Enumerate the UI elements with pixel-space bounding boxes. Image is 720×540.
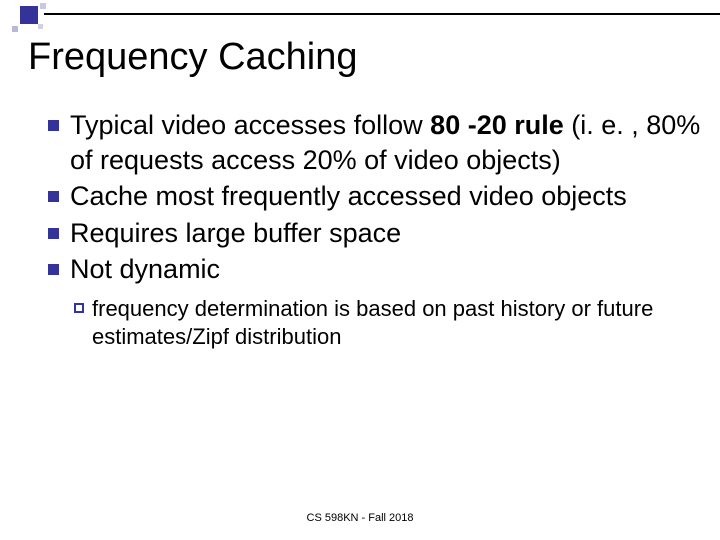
text-plain: frequency bbox=[92, 296, 195, 321]
bullet-text: Requires large buffer space bbox=[70, 216, 714, 251]
text-plain: Cache most frequently accessed video obj… bbox=[70, 181, 627, 211]
square-bullet-icon bbox=[48, 120, 59, 131]
bullet-text: Cache most frequently accessed video obj… bbox=[70, 179, 714, 214]
bullet-item: Cache most frequently accessed video obj… bbox=[48, 179, 714, 214]
bullet-item: Not dynamic bbox=[48, 252, 714, 287]
bullet-text: Not dynamic bbox=[70, 252, 714, 287]
bullet-text: Typical video accesses follow 80 -20 rul… bbox=[70, 108, 714, 177]
deco-square-small bbox=[12, 26, 18, 32]
slide-footer: CS 598KN - Fall 2018 bbox=[0, 512, 720, 524]
square-bullet-icon bbox=[48, 191, 59, 202]
hollow-square-bullet-icon bbox=[74, 303, 84, 313]
sub-bullet-text: frequency determination is based on past… bbox=[92, 295, 714, 351]
bullet-item: Typical video accesses follow 80 -20 rul… bbox=[48, 108, 714, 177]
corner-decoration bbox=[0, 0, 60, 40]
text-bold: 80 -20 rule bbox=[430, 110, 571, 140]
text-plain: Not dynamic bbox=[70, 254, 220, 284]
deco-square-small bbox=[38, 24, 43, 29]
horizontal-rule bbox=[44, 13, 720, 15]
deco-square-small bbox=[40, 3, 46, 9]
sub-bullet-item: frequency determination is based on past… bbox=[74, 295, 714, 351]
text-plain: Typical video accesses follow bbox=[70, 110, 430, 140]
slide-title: Frequency Caching bbox=[28, 36, 358, 79]
square-bullet-icon bbox=[48, 264, 59, 275]
deco-square-large bbox=[20, 6, 38, 24]
bullet-item: Requires large buffer space bbox=[48, 216, 714, 251]
square-bullet-icon bbox=[48, 228, 59, 239]
slide-content: Typical video accesses follow 80 -20 rul… bbox=[48, 108, 714, 351]
text-plain: Requires large buffer space bbox=[70, 218, 401, 248]
